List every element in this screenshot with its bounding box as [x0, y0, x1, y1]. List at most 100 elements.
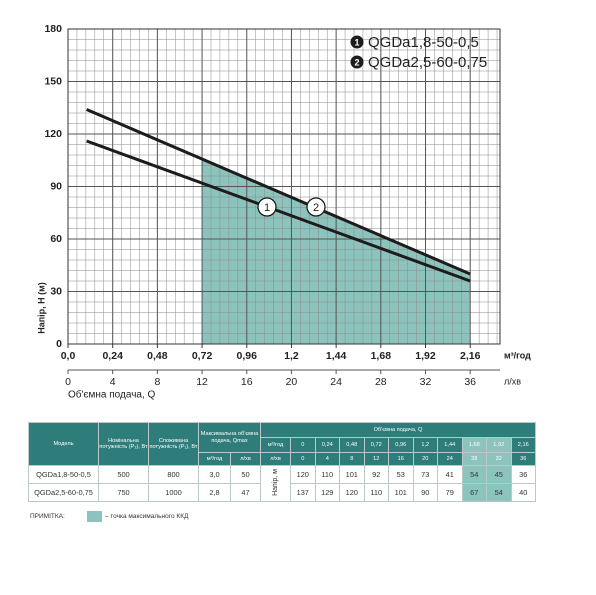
x2-tick-label: 12	[196, 376, 208, 388]
header-cell: 0	[290, 452, 316, 466]
header-cell: 2,16	[510, 437, 536, 453]
table-cell: 92	[363, 465, 389, 484]
header-cell: 1,92	[486, 437, 512, 453]
y-axis-label: Напір, Н (м)	[36, 282, 46, 334]
table-cell: 40	[510, 483, 536, 502]
head-label-cell: Напір, м	[260, 465, 291, 502]
table-row: QGDa1,8-50-0,5 500 800 3,0 50 Напір, м 120 110 1…	[28, 465, 536, 502]
header-cell: 8	[339, 452, 365, 466]
header-cell: Максимальна об'ємна подача, Qmax	[198, 422, 261, 453]
x-tick-label: 2,16	[460, 350, 481, 362]
table-cell: 110	[314, 465, 340, 484]
header-cell: 0,24	[314, 437, 340, 453]
table-cell: QGDa2,5-60-0,75	[28, 483, 99, 502]
x-tick-label: 0,0	[61, 350, 76, 362]
legend-label: QGDa1,8-50-0,5	[368, 34, 479, 51]
header-cell: Модель	[28, 422, 99, 466]
y-tick-label: 120	[44, 128, 62, 140]
table-cell: 110	[363, 483, 389, 502]
header-cell: 1,2	[412, 437, 438, 453]
x2-tick-label: 28	[375, 376, 387, 388]
x2-tick-label: 4	[110, 376, 116, 388]
header-cell: л/хв	[230, 452, 261, 466]
table-cell: 53	[388, 465, 414, 484]
x-tick-label: 0,48	[147, 350, 168, 362]
header-cell: 1,44	[437, 437, 463, 453]
header-cell: 0,48	[339, 437, 365, 453]
header-cell: Номінальна потужність (P₂), Вт	[98, 422, 149, 466]
x-tick-label: 1,44	[326, 350, 347, 362]
legend-number: 1	[354, 37, 359, 47]
table-cell: 3,0	[198, 465, 231, 484]
table-cell: 750	[98, 483, 149, 502]
header-cell: 28	[461, 452, 487, 466]
table-cell: 1000	[148, 483, 199, 502]
table-cell: 101	[339, 465, 365, 484]
note: ПРИМІТКА: – точка максимального ККД	[30, 511, 188, 522]
header-cell: 1,68	[461, 437, 487, 453]
pump-curve	[86, 108, 471, 276]
x2-tick-label: 36	[464, 376, 476, 388]
table-cell: 47	[230, 483, 261, 502]
table-cell: 800	[148, 465, 199, 484]
table-cell: 41	[437, 465, 463, 484]
x2-tick-label: 16	[241, 376, 253, 388]
curve-label: 2	[313, 202, 319, 214]
header-cell: 0,96	[388, 437, 414, 453]
table-cell: 120	[290, 465, 316, 484]
header-cell: 32	[486, 452, 512, 466]
header-cell: 24	[437, 452, 463, 466]
table-cell: 54	[486, 483, 512, 502]
x-axis-title: Об'ємна подача, Q	[68, 389, 156, 401]
table-cell: 54	[461, 465, 487, 484]
x2-tick-label: 24	[330, 376, 342, 388]
x2-tick-label: 8	[154, 376, 160, 388]
table-cell: 90	[412, 483, 438, 502]
y-tick-label: 150	[44, 75, 62, 87]
table-cell: 500	[98, 465, 149, 484]
x-tick-label: 0,24	[102, 350, 123, 362]
table-row: м³/год 0 0,24 0,48 0,72 0,96 1,2 1,44 1,68 1,92 2,…	[29, 437, 536, 453]
x-tick-label: 0,96	[237, 350, 258, 362]
header-cell: Споживана потужність (P₁), Вт	[148, 422, 199, 466]
legend-label: QGDa2,5-60-0,75	[368, 54, 487, 71]
y-tick-label: 90	[50, 180, 62, 192]
table-cell: 2,8	[198, 483, 231, 502]
x-tick-label: 1,68	[371, 350, 392, 362]
table-cell: 36	[510, 465, 536, 484]
table-row: Модель Номінальна потужність (P₂), Вт Спож…	[28, 422, 536, 466]
note-swatch	[86, 511, 102, 522]
table-cell: 50	[230, 465, 261, 484]
header-cell: 36	[510, 452, 536, 466]
curve-marker	[306, 197, 326, 217]
table-cell: 79	[437, 483, 463, 502]
legend-marker	[350, 55, 364, 69]
header-cell: 20	[412, 452, 438, 466]
x-tick-label: 0,72	[192, 350, 213, 362]
table-cell: 120	[339, 483, 365, 502]
x-tick-label: 1,2	[284, 350, 299, 362]
table-cell: 137	[290, 483, 316, 502]
x2-tick-label: 0	[65, 376, 71, 388]
header-cell: 16	[388, 452, 414, 466]
plot-frame	[67, 28, 501, 345]
y-tick-label: 30	[50, 285, 62, 297]
header-cell: 0,72	[363, 437, 389, 453]
y-tick-label: 60	[50, 233, 62, 245]
header-cell: Об'ємна подача, Q	[260, 422, 536, 438]
note-label: ПРИМІТКА:	[30, 513, 65, 520]
x-tick-label: 1,92	[415, 350, 436, 362]
curve-marker	[257, 197, 277, 217]
table-cell: QGDa1,8-50-0,5	[28, 465, 99, 484]
header-cell: 4	[314, 452, 340, 466]
table-cell: 45	[486, 465, 512, 484]
header-cell: 0	[290, 437, 316, 453]
y-tick-label: 180	[44, 23, 62, 35]
pump-curve	[86, 139, 471, 283]
x2-tick-label: 20	[286, 376, 298, 388]
x-axis-label: м³/год	[504, 350, 531, 360]
y-tick-label: 0	[56, 338, 62, 350]
header-cell: м³/год	[198, 452, 231, 466]
